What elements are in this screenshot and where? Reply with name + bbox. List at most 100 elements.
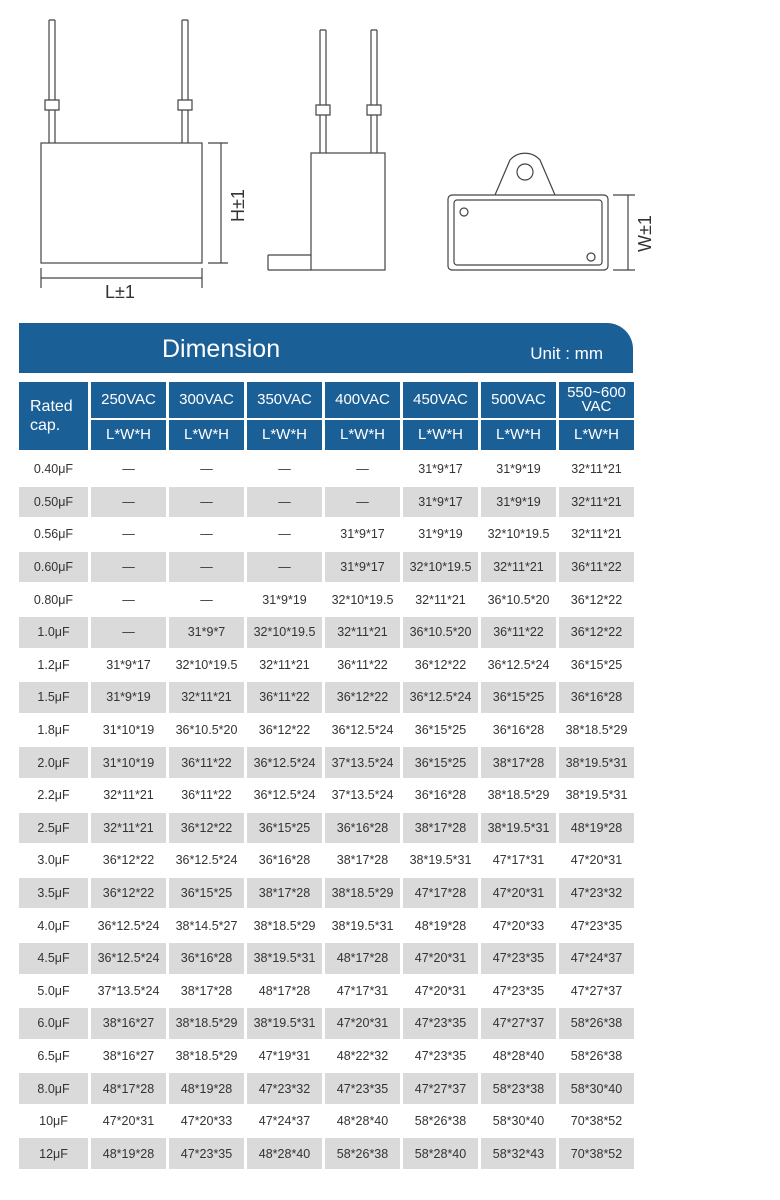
dimension-cell: 36*12.5*24 [403, 682, 478, 713]
dimension-cell: 36*11*22 [169, 747, 244, 778]
dimension-cell: 36*11*22 [181, 788, 232, 803]
dimension-cell: 32*11*21 [571, 462, 622, 477]
dimension-cell: 36*15*25 [403, 747, 478, 778]
dimension-cell: 38*18.5*29 [487, 788, 550, 803]
rated-cap-header: Rated cap. [19, 382, 88, 450]
dimension-cell: 31*9*17 [403, 486, 478, 518]
dimension-cell: 47*23*35 [492, 983, 545, 998]
dimension-cell: 48*22*32 [336, 1048, 389, 1063]
rated-cap-cell: 0.80μF [33, 592, 74, 607]
dimension-cell: 58*26*38 [325, 1138, 400, 1170]
lwh-subheader: L*W*H [481, 420, 556, 450]
dimension-cell: 47*23*35 [325, 1073, 400, 1104]
dimension-cell: 36*12.5*24 [175, 853, 238, 868]
dimension-cell: — [278, 462, 291, 477]
dimension-cell: 38*14.5*27 [175, 918, 238, 933]
dimension-cell: — [122, 462, 135, 477]
dimension-cell: 36*12*22 [169, 812, 244, 844]
dimension-cell: 47*27*37 [481, 1008, 556, 1039]
dimension-cell: 36*12.5*24 [247, 747, 322, 778]
dimension-cell: 47*27*37 [570, 983, 623, 998]
table-title: Dimension [162, 335, 281, 363]
dimension-cell: 47*17*31 [336, 983, 389, 998]
rated-cap-cell: 2.0μF [19, 747, 88, 778]
dimension-cell: — [247, 486, 322, 518]
side-view [267, 29, 386, 271]
dimension-cell: 38*17*28 [180, 983, 233, 998]
voltage-header: 550~600 VAC [559, 382, 634, 418]
dimension-cell: 36*16*28 [492, 723, 545, 738]
dimension-cell: 38*18.5*29 [175, 1048, 238, 1063]
dimension-cell: 48*19*28 [169, 1073, 244, 1104]
lwh-subheader: L*W*H [247, 420, 322, 450]
rated-cap-cell: 0.50μF [19, 486, 88, 518]
dimension-cell: 58*26*38 [570, 1048, 623, 1063]
dimension-cell: 36*16*28 [325, 812, 400, 844]
dimension-table: 0.40μF — — — —31*9*17 31*9*19 32*11*21 0.50μF — —… [19, 454, 634, 1170]
dimension-cell: 31*9*19 [418, 527, 463, 542]
dimension-cell: 47*20*31 [481, 877, 556, 909]
dimension-cell: 36*15*25 [247, 812, 322, 844]
dimension-cell: 36*10.5*20 [403, 616, 478, 648]
rated-cap-cell: 1.8μF [37, 723, 70, 738]
dimension-cell: 32*11*21 [259, 657, 310, 672]
rated-cap-cell: 10μF [39, 1114, 68, 1129]
dimension-cell: 32*10*19.5 [403, 551, 478, 583]
dimension-cell: 32*10*19.5 [175, 657, 238, 672]
dimension-cell: 36*12.5*24 [91, 942, 166, 974]
voltage-header: 250VAC [91, 382, 166, 418]
rated-cap-cell: 6.5μF [37, 1048, 70, 1063]
dimension-cell: 58*30*40 [559, 1073, 634, 1104]
dimension-cell: 38*19.5*31 [247, 942, 322, 974]
dimension-cell: 70*38*52 [570, 1114, 623, 1129]
dimension-cell: 31*9*19 [481, 486, 556, 518]
dimension-cell: 31*9*19 [262, 592, 307, 607]
dimension-cell: 32*11*21 [91, 812, 166, 844]
rated-cap-cell: 3.5μF [19, 877, 88, 909]
dimension-cell: 47*20*31 [570, 853, 623, 868]
dimension-cell: — [200, 462, 213, 477]
dimension-cell: 32*11*21 [415, 592, 466, 607]
dimension-cell: 32*11*21 [481, 551, 556, 583]
dimension-cell: 58*26*38 [414, 1114, 467, 1129]
dimension-cell: — [278, 527, 291, 542]
dimension-cell: 48*28*40 [336, 1114, 389, 1129]
dimension-cell: 48*19*28 [559, 812, 634, 844]
rated-cap-cell: 2.5μF [19, 812, 88, 844]
dimension-cell: 38*18.5*29 [565, 723, 628, 738]
table-title-banner: Dimension Unit : mm [19, 323, 633, 373]
dimension-cell: 38*16*27 [91, 1008, 166, 1039]
dimension-cell: 47*23*32 [559, 877, 634, 909]
dimension-cell: 32*11*21 [103, 788, 154, 803]
dimension-cell: 47*27*37 [403, 1073, 478, 1104]
dimension-cell: 36*16*28 [169, 942, 244, 974]
lwh-subheader: L*W*H [403, 420, 478, 450]
dimension-cell: 31*9*17 [418, 462, 463, 477]
voltage-header: 500VAC [481, 382, 556, 418]
dimension-cell: — [169, 551, 244, 583]
dimension-cell: 48*17*28 [258, 983, 311, 998]
dimension-cell: — [325, 486, 400, 518]
voltage-header: 400VAC [325, 382, 400, 418]
dimension-cell: 36*10.5*20 [487, 592, 550, 607]
dimension-cell: 36*11*22 [337, 657, 388, 672]
dimension-cell: 38*17*28 [247, 877, 322, 909]
top-view: W±1 [447, 152, 655, 271]
dimension-cell: 36*15*25 [414, 723, 467, 738]
height-label: H±1 [228, 189, 248, 222]
dimension-cell: — [91, 616, 166, 648]
dimension-cell: 31*9*17 [106, 657, 151, 672]
rated-cap-cell: 3.0μF [37, 853, 70, 868]
dimension-cell: 47*20*33 [180, 1114, 233, 1129]
dimension-cell: 58*30*40 [492, 1114, 545, 1129]
dimension-cell: 48*28*40 [492, 1048, 545, 1063]
dimension-cell: 32*11*21 [169, 682, 244, 713]
lwh-subheader: L*W*H [169, 420, 244, 450]
dimension-cell: 38*16*27 [102, 1048, 155, 1063]
dimension-cell: 47*23*35 [403, 1008, 478, 1039]
dimension-cell: 38*18.5*29 [253, 918, 316, 933]
width-label: W±1 [635, 215, 655, 252]
dimension-cell: 47*19*31 [258, 1048, 311, 1063]
dimension-cell: 36*12*22 [91, 877, 166, 909]
rated-cap-cell: 1.0μF [19, 616, 88, 648]
